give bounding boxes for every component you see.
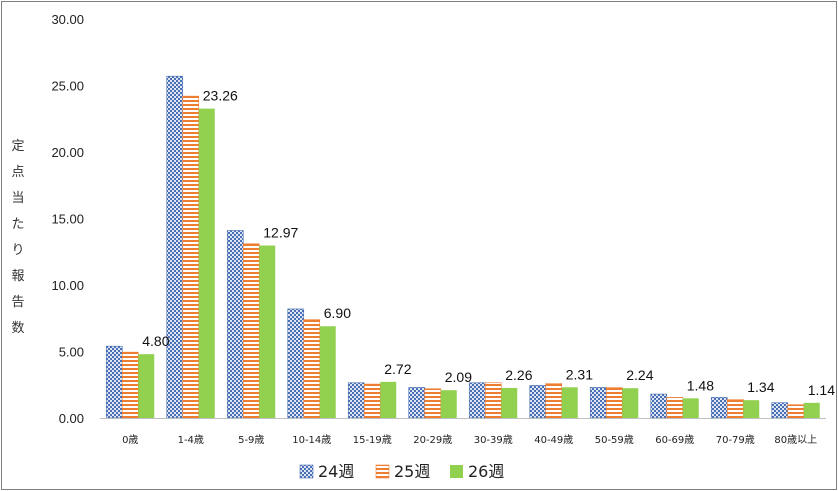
bar-26週-50-59歳 (622, 388, 639, 418)
y-tick-label: 15.00 (51, 212, 84, 227)
bar-26週-10-14歳 (319, 326, 336, 418)
bar-26週-70-79歳 (743, 400, 760, 418)
data-label: 2.24 (626, 367, 653, 383)
x-tick-label: 80歳以上 (774, 434, 817, 446)
bar-24週-10-14歳 (287, 308, 305, 419)
bar-25週-1-4歳 (182, 95, 200, 419)
y-tick-label: 25.00 (51, 79, 84, 94)
data-label: 12.97 (263, 224, 298, 240)
data-label: 2.31 (566, 366, 593, 382)
data-label: 6.90 (324, 305, 351, 321)
bar-24週-15-19歳 (347, 382, 365, 419)
y-axis-ticks: 0.00 5.00 10.00 15.00 20.00 25.00 30.00 (51, 12, 84, 426)
bar-26週-60-69歳 (682, 398, 699, 418)
bar-26週-0歳 (138, 354, 155, 418)
bar-25週-50-59歳 (605, 387, 623, 419)
bar-25週-40-49歳 (545, 383, 563, 419)
x-tick-label: 70-79歳 (716, 434, 755, 446)
legend-swatch (299, 464, 314, 479)
bar-25週-80歳以上 (787, 404, 805, 419)
x-tick-label: 5-9歳 (238, 434, 264, 446)
data-label: 2.72 (384, 361, 411, 377)
legend-swatch (375, 464, 390, 479)
data-label: 1.48 (687, 377, 714, 393)
bar-24週-30-39歳 (468, 382, 486, 419)
bar-26週-5-9歳 (259, 245, 276, 418)
bar-24週-70-79歳 (710, 397, 728, 419)
legend: 24週 25週 26週 (299, 462, 504, 481)
x-tick-label: 30-39歳 (474, 434, 513, 446)
bar-24週-80歳以上 (771, 402, 789, 419)
bar-24週-1-4歳 (166, 75, 184, 419)
bar-25週-70-79歳 (726, 399, 744, 419)
bar-24週-20-29歳 (408, 387, 426, 419)
bar-24週-40-49歳 (529, 385, 547, 419)
x-tick-label: 10-14歳 (292, 434, 331, 446)
bar-25週-0歳 (121, 351, 139, 419)
legend-swatch (450, 465, 463, 478)
bar-25週-30-39歳 (484, 382, 502, 419)
bars (105, 75, 820, 419)
x-tick-label: 0歳 (122, 434, 138, 446)
bar-24週-50-59歳 (589, 387, 607, 419)
x-tick-label: 50-59歳 (595, 434, 634, 446)
bar-25週-15-19歳 (363, 383, 381, 419)
x-tick-label: 15-19歳 (353, 434, 392, 446)
legend-label: 24週 (318, 462, 354, 481)
bar-24週-5-9歳 (226, 230, 244, 419)
data-label: 1.34 (747, 379, 774, 395)
data-label: 2.26 (505, 367, 532, 383)
bar-25週-20-29歳 (424, 388, 442, 419)
bar-26週-15-19歳 (380, 381, 397, 418)
bar-24週-0歳 (105, 345, 123, 419)
bar-26週-30-39歳 (501, 387, 518, 418)
data-label: 2.09 (445, 369, 472, 385)
x-tick-label: 60-69歳 (655, 434, 694, 446)
data-label: 23.26 (203, 88, 238, 104)
y-axis-label: 定点当たり報告数 (11, 139, 25, 336)
data-labels: 4.80 23.26 12.97 6.90 2.72 2.09 2.26 2.31 2.24 1.… (142, 88, 835, 398)
x-tick-label: 20-29歳 (413, 434, 452, 446)
bar-25週-60-69歳 (666, 397, 684, 419)
y-tick-label: 0.00 (59, 411, 84, 426)
data-label: 1.14 (808, 382, 835, 398)
legend-label: 26週 (468, 462, 504, 481)
bar-24週-60-69歳 (650, 393, 668, 419)
legend-label: 25週 (394, 462, 430, 481)
x-tick-label: 1-4歳 (178, 434, 204, 446)
x-tick-label: 40-49歳 (534, 434, 573, 446)
y-tick-label: 20.00 (51, 145, 84, 160)
bar-26週-1-4歳 (198, 108, 215, 418)
data-label: 4.80 (142, 333, 169, 349)
bar-26週-40-49歳 (561, 387, 578, 418)
x-axis-categories: 0歳 1-4歳 5-9歳 10-14歳 15-19歳 20-29歳 30-39歳 40-49歳… (122, 434, 817, 446)
y-tick-label: 30.00 (51, 12, 84, 27)
y-tick-label: 5.00 (59, 345, 84, 360)
y-tick-label: 10.00 (51, 278, 84, 293)
bar-26週-80歳以上 (803, 402, 820, 418)
bar-25週-10-14歳 (303, 319, 321, 419)
bar-25週-5-9歳 (242, 243, 260, 419)
bar-26週-20-29歳 (440, 390, 457, 418)
